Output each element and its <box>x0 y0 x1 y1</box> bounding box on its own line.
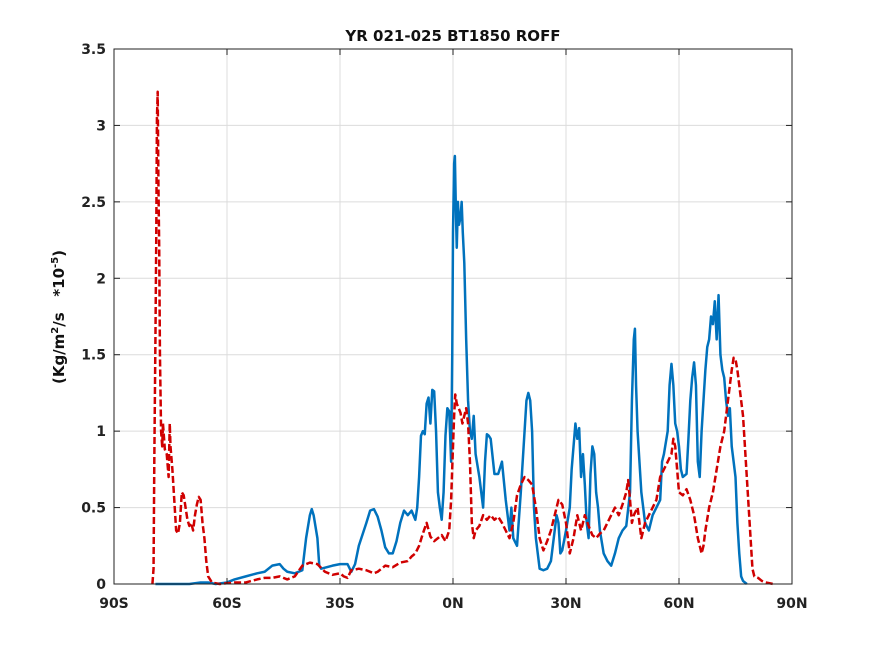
series-layer <box>151 90 774 586</box>
y-tick-label: 1.5 <box>81 348 106 364</box>
y-tick-label: 0 <box>96 577 106 593</box>
x-tick-label: 90N <box>776 596 807 612</box>
x-tick-label: 30N <box>550 596 581 612</box>
y-tick-label: 2.5 <box>81 195 106 211</box>
grid-lines <box>114 49 792 584</box>
x-tick-label: 60S <box>212 596 242 612</box>
x-tick-label: 0N <box>442 596 463 612</box>
series-line-1 <box>155 154 748 586</box>
y-tick-label: 0.5 <box>81 501 106 517</box>
x-tick-label: 30S <box>325 596 355 612</box>
series-line-2 <box>151 90 774 586</box>
y-tick-label: 2 <box>96 271 106 287</box>
y-tick-label: 3.5 <box>81 42 106 58</box>
x-tick-label: 90S <box>99 596 129 612</box>
y-tick-label: 1 <box>96 424 106 440</box>
y-tick-label: 3 <box>96 118 106 134</box>
chart-title: YR 021-025 BT1850 ROFF <box>344 27 560 45</box>
axis-ticks: 90S 60S 30S 0N 30N 60N 90N 0 0.5 1 1.5 2 2.5 3 3.5 <box>81 42 807 612</box>
y-axis-label: (Kg/m2/s *10-5) <box>50 250 68 384</box>
x-tick-label: 60N <box>663 596 694 612</box>
